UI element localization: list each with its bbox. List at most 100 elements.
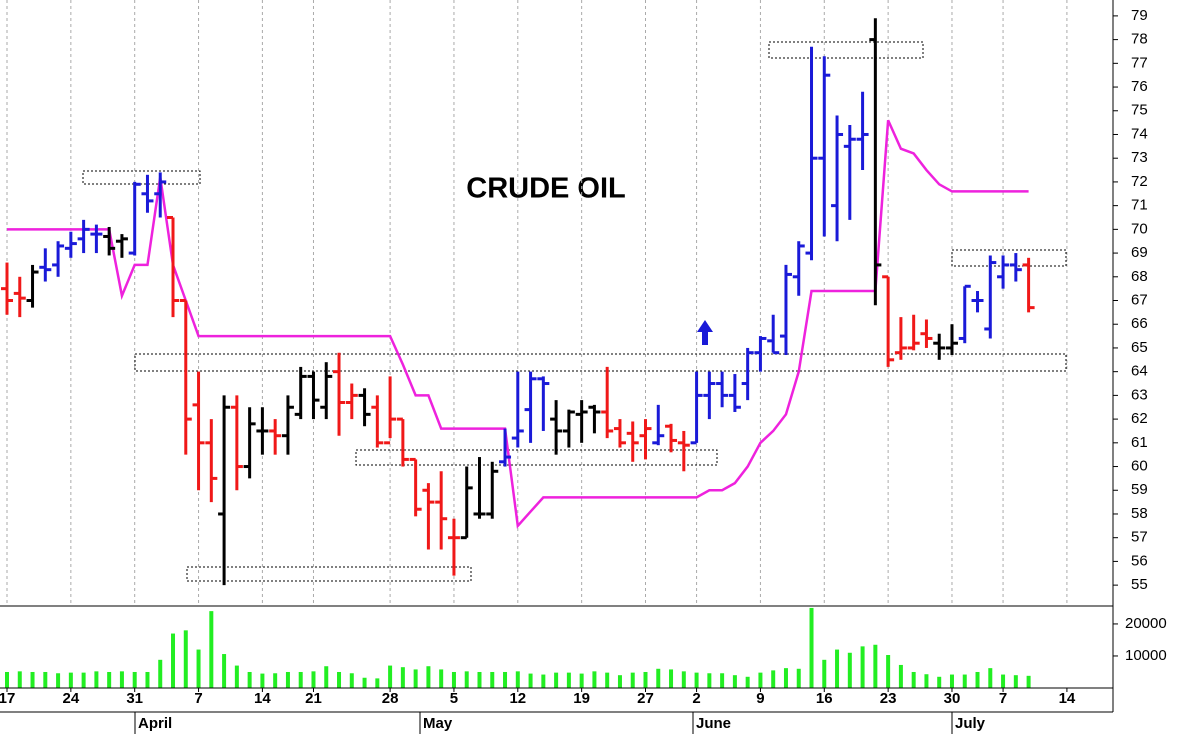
x-tick-label: 31 [126,690,143,707]
volume-bar [554,672,559,688]
volume-bar [209,611,214,688]
volume-bar [196,649,201,688]
volume-bar [464,671,469,688]
volume-bar [222,654,227,688]
volume-bar [541,674,546,688]
y-tick-label: 56 [1131,552,1148,569]
level-box [134,353,1067,372]
y-tick-label: 75 [1131,102,1148,119]
y-tick-label: 63 [1131,386,1148,403]
y-tick-label: 74 [1131,125,1148,142]
y-tick-label: 57 [1131,529,1148,546]
y-tick-label: 73 [1131,149,1148,166]
y-tick-label: 79 [1131,7,1148,24]
volume-bar [605,672,610,688]
x-tick-label: 21 [305,690,322,707]
volume-bar [183,630,188,688]
volume-bar [835,649,840,688]
volume-bar [911,671,916,688]
volume-bar [324,666,329,688]
volume-bar [656,668,661,688]
y-tick-label: 72 [1131,173,1148,190]
volume-bar [158,659,163,688]
y-tick-label: 65 [1131,339,1148,356]
volume-bar [975,671,980,688]
x-tick-label: 19 [573,690,590,707]
y-tick-label: 78 [1131,31,1148,48]
month-label: July [955,715,986,732]
x-tick-label: 14 [254,690,271,707]
level-box [355,449,718,466]
volume-bar [43,671,48,688]
y-tick-label: 67 [1131,291,1148,308]
stop-line [7,119,1029,529]
volume-bar [694,672,699,688]
volume-bar [758,672,763,688]
x-tick-label: 24 [63,690,80,707]
volume-bar [1026,675,1031,688]
volume-bar [720,673,725,688]
level-box [82,170,201,185]
volume-bar [860,646,865,688]
x-tick-label: 5 [450,690,458,707]
x-tick-label: 14 [1059,690,1076,707]
volume-bar [81,672,86,688]
x-tick-label: 28 [382,690,399,707]
volume-bar [337,671,342,688]
level-box [186,566,472,582]
volume-bar [796,668,801,688]
chart-title: CRUDE OIL [466,173,626,205]
volume-bar [17,671,22,688]
x-tick-label: 2 [692,690,700,707]
volume-bar [132,671,137,688]
x-tick-label: 27 [637,690,654,707]
volume-bar [30,671,35,688]
volume-bar [732,675,737,688]
volume-bar [579,673,584,688]
volume-bar [234,665,239,688]
volume-bar [94,671,99,688]
x-tick-label: 23 [880,690,897,707]
volume-bar [1013,675,1018,688]
volume-tick-label: 20000 [1125,615,1167,632]
volume-bar [886,655,891,688]
y-tick-label: 77 [1131,54,1148,71]
volume-bar [617,675,622,688]
y-tick-label: 76 [1131,78,1148,95]
volume-bar [707,673,712,688]
volume-bar [439,669,444,688]
y-tick-label: 62 [1131,410,1148,427]
volume-bar [477,671,482,688]
volume-bar [362,677,367,688]
volume-bar [528,673,533,688]
volume-bar [311,671,316,688]
volume-bar [873,644,878,688]
x-tick-label: 7 [999,690,1007,707]
volume-bar [745,676,750,688]
month-label: April [138,715,172,732]
volume-bar [171,633,176,688]
volume-bar [400,667,405,688]
y-tick-label: 69 [1131,244,1148,261]
volume-bar [260,673,265,688]
y-tick-label: 55 [1131,576,1148,593]
volume-bar [515,671,520,688]
volume-bar [566,672,571,688]
y-tick-label: 71 [1131,197,1148,214]
volume-bar [298,671,303,688]
volume-bar [771,670,776,688]
volume-bar [5,671,9,688]
volume-tick-label: 10000 [1125,647,1167,664]
volume-bar [413,669,418,688]
volume-bar [56,673,61,688]
volume-bar [592,671,597,688]
volume-bar [681,671,686,688]
x-tick-label: 12 [509,690,526,707]
volume-bar [68,672,73,688]
x-tick-label: 7 [194,690,202,707]
y-tick-label: 58 [1131,505,1148,522]
volume-bar [809,607,814,688]
volume-bar [426,666,431,688]
volume-bar [962,674,967,688]
month-label: May [423,715,453,732]
